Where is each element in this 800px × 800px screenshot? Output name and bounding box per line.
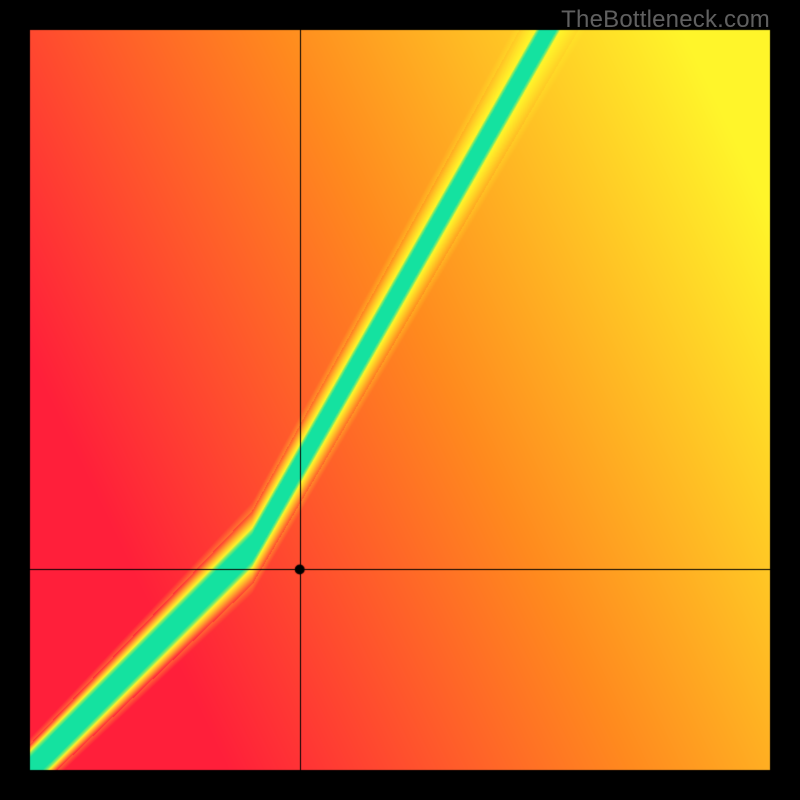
watermark-text: TheBottleneck.com	[561, 6, 770, 34]
heatmap-canvas	[0, 0, 800, 800]
chart-container: TheBottleneck.com	[0, 0, 800, 800]
